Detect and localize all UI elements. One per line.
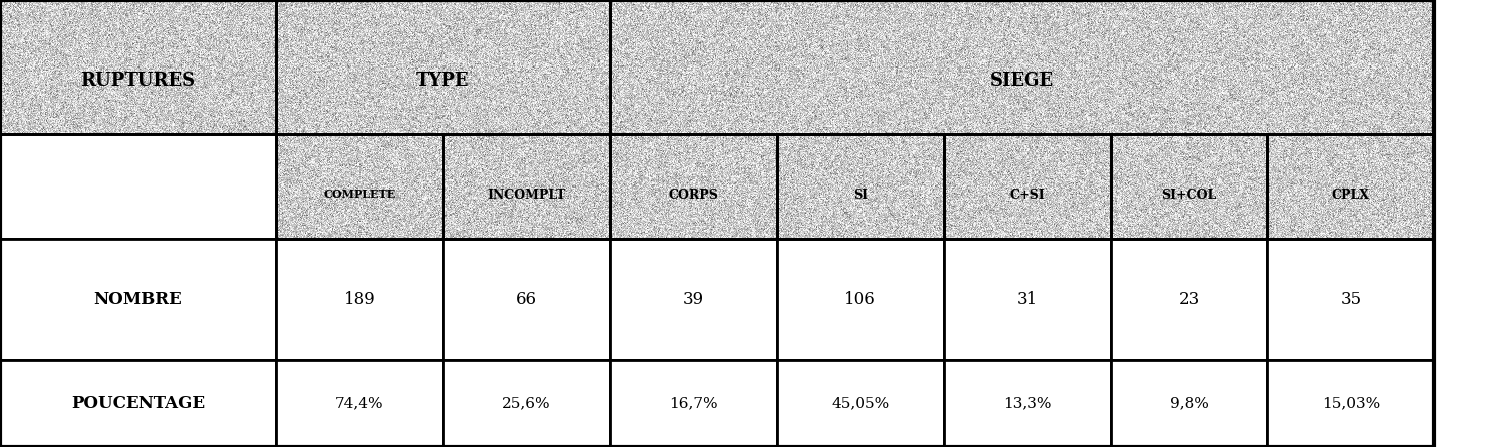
Bar	[777, 360, 944, 447]
Bar	[276, 0, 610, 134]
Text: 25,6%: 25,6%	[502, 396, 550, 410]
Bar	[1111, 134, 1267, 239]
Text: 189: 189	[343, 291, 376, 308]
Bar	[443, 239, 610, 360]
Bar	[777, 134, 944, 239]
Text: 106: 106	[844, 291, 877, 308]
Bar	[276, 239, 443, 360]
Text: 45,05%: 45,05%	[830, 396, 890, 410]
Text: CPLX: CPLX	[1331, 189, 1370, 202]
Text: SIEGE: SIEGE	[990, 72, 1054, 89]
Bar	[1267, 134, 1434, 239]
Bar	[276, 360, 443, 447]
Text: RUPTURES: RUPTURES	[81, 72, 195, 89]
Bar	[1111, 239, 1267, 360]
Text: 74,4%: 74,4%	[335, 396, 383, 410]
Bar	[0, 0, 276, 134]
Bar	[276, 134, 443, 239]
Text: 16,7%: 16,7%	[669, 396, 717, 410]
Bar	[443, 360, 610, 447]
Text: SI: SI	[853, 189, 868, 202]
Text: TYPE: TYPE	[416, 72, 470, 89]
Bar	[443, 134, 610, 239]
Text: 31: 31	[1017, 291, 1038, 308]
Text: POUCENTAGE: POUCENTAGE	[72, 395, 204, 412]
Text: 39: 39	[683, 291, 704, 308]
Text: COMPLETE: COMPLETE	[324, 189, 395, 200]
Text: 23: 23	[1178, 291, 1200, 308]
Text: INCOMPLT: INCOMPLT	[488, 189, 565, 202]
Bar	[1267, 360, 1434, 447]
Bar	[0, 360, 276, 447]
Text: C+SI: C+SI	[1009, 189, 1045, 202]
Text: SI+COL: SI+COL	[1161, 189, 1217, 202]
Text: 35: 35	[1340, 291, 1361, 308]
Bar	[0, 134, 276, 239]
Bar	[610, 360, 777, 447]
Text: NOMBRE: NOMBRE	[94, 291, 182, 308]
Bar	[610, 134, 777, 239]
Text: 13,3%: 13,3%	[1003, 396, 1051, 410]
Text: 66: 66	[516, 291, 537, 308]
Text: 15,03%: 15,03%	[1321, 396, 1381, 410]
Bar	[0, 239, 276, 360]
Text: CORPS: CORPS	[668, 189, 719, 202]
Bar	[610, 0, 1434, 134]
Bar	[944, 134, 1111, 239]
Bar	[777, 239, 944, 360]
Bar	[610, 239, 777, 360]
Bar	[944, 239, 1111, 360]
Bar	[1267, 239, 1434, 360]
Bar	[1111, 360, 1267, 447]
Bar	[944, 360, 1111, 447]
Text: 9,8%: 9,8%	[1169, 396, 1209, 410]
